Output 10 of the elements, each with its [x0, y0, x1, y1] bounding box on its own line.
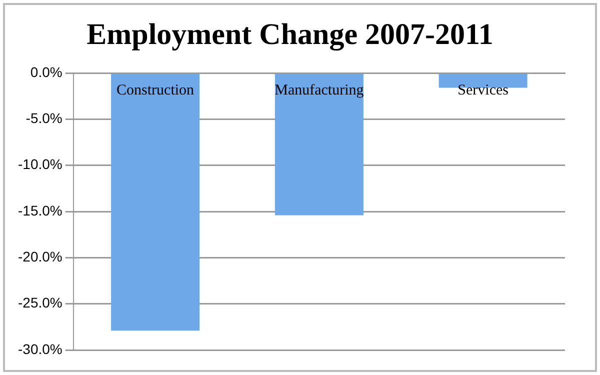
y-tick-label: -30.0% [18, 340, 62, 357]
x-tick-label: Construction [116, 82, 195, 98]
x-tick-label: Manufacturing [274, 82, 364, 98]
y-tick-label: -20.0% [18, 248, 62, 265]
y-tick-label: 0.0% [30, 64, 62, 80]
y-tick-label: -25.0% [18, 294, 62, 311]
y-tick-label: -5.0% [26, 110, 62, 126]
y-tick-label: -10.0% [18, 156, 62, 172]
y-tick-label: -15.0% [18, 202, 62, 218]
chart-title: Employment Change 2007-2011 [86, 18, 494, 51]
